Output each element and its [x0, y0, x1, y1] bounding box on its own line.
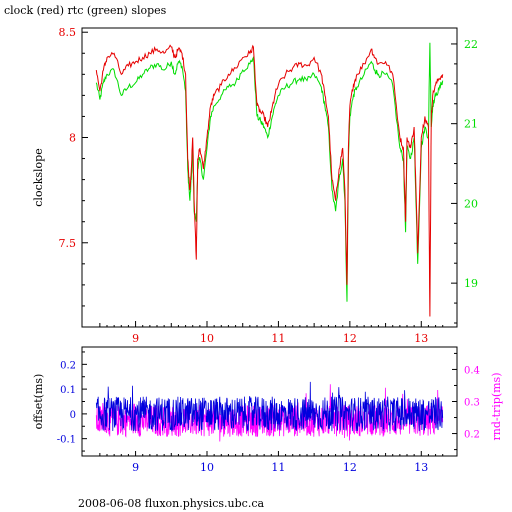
chart-title: clock (red) rtc (green) slopes	[4, 4, 167, 17]
series-line-green	[95, 42, 444, 302]
top-x-tick-label: 12	[343, 332, 357, 345]
bottom-y-left-tick-label: 0	[70, 410, 76, 421]
bottom-x-tick-label: 9	[132, 461, 139, 474]
top-y-right-tick-label: 21	[464, 118, 478, 131]
bottom-y-left-tick-label: -0.1	[57, 435, 76, 446]
top-x-tick-label: 10	[200, 332, 214, 345]
bottom-x-tick-label: 10	[200, 461, 214, 474]
top-y-axis-label: clockslope	[32, 148, 45, 206]
top-y-left-tick-label: 8	[69, 131, 76, 144]
series-trace-blue	[95, 381, 444, 432]
bottom-x-tick-label: 13	[414, 461, 428, 474]
bottom-panel: 9 10 11 12 13 -0.1 0 0.1 0.2 0.2 0.3 0.4 offset(ms) r…	[32, 346, 503, 474]
bottom-y-left-tick-label: 0.1	[60, 385, 76, 396]
top-x-tick-label: 13	[414, 332, 428, 345]
footer-text: 2008-06-08 fluxon.physics.ubc.ca	[78, 497, 265, 510]
bottom-plot-frame	[81, 346, 458, 457]
top-panel: 9 10 11 12 13 7.5 8 8.5 19 20 21 22 clockslope	[32, 26, 478, 345]
top-y-left-tick-label: 7.5	[59, 237, 77, 250]
bottom-x-tick-label: 12	[343, 461, 357, 474]
top-y-right-tick-label: 20	[464, 197, 478, 210]
bottom-y-right-tick-label: 0.3	[464, 398, 480, 409]
series-line-red	[95, 44, 444, 317]
top-y-right-tick-label: 22	[464, 38, 478, 51]
bottom-y-left-axis-label: offset(ms)	[32, 374, 45, 430]
top-x-tick-label: 11	[271, 332, 285, 345]
bottom-y-right-tick-label: 0.4	[464, 365, 480, 376]
bottom-y-right-axis-label: rnd-trip(ms)	[490, 373, 503, 441]
top-y-right-tick-label: 19	[464, 277, 478, 290]
bottom-y-left-tick-label: 0.2	[60, 360, 76, 371]
top-plot-frame	[81, 27, 458, 328]
top-x-tick-label: 9	[132, 332, 139, 345]
top-y-left-tick-label: 8.5	[59, 26, 77, 39]
bottom-x-tick-label: 11	[271, 461, 285, 474]
bottom-y-right-tick-label: 0.2	[464, 430, 480, 441]
